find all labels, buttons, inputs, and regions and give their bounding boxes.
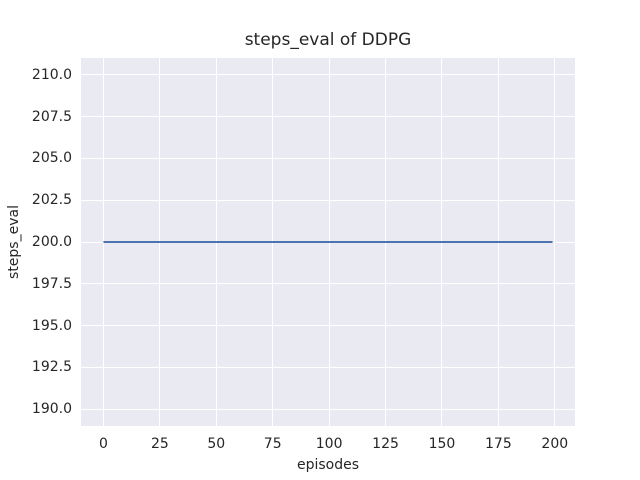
x-tick-label: 175	[485, 436, 512, 452]
y-gridline	[81, 366, 575, 368]
y-gridline	[81, 325, 575, 327]
plot-canvas	[103, 241, 553, 243]
y-gridline	[81, 408, 575, 410]
x-tick-label: 25	[150, 436, 169, 452]
x-tick-label: 125	[372, 436, 399, 452]
y-tick-label: 205.0	[31, 150, 72, 167]
y-gridline	[81, 157, 575, 159]
y-tick-label: 202.5	[31, 192, 72, 209]
x-tick-label: 75	[263, 436, 282, 452]
y-tick-label: 190.0	[31, 401, 72, 418]
x-tick-label: 50	[207, 436, 226, 452]
x-axis-label: episodes	[296, 457, 360, 473]
y-gridline	[81, 199, 575, 201]
y-tick-label: 210.0	[31, 66, 72, 83]
y-tick-label: 192.5	[31, 359, 72, 376]
y-gridline	[81, 116, 575, 118]
x-tick-label: 0	[98, 436, 108, 452]
y-gridline	[81, 74, 575, 76]
chart-title: steps_eval of DDPG	[244, 30, 412, 50]
plot-area	[81, 58, 575, 426]
x-tick-label: 150	[428, 436, 456, 452]
x-tick-label: 200	[541, 436, 569, 452]
y-tick-label: 207.5	[31, 108, 72, 125]
y-tick-label: 200.0	[31, 234, 72, 250]
y-tick-label: 195.0	[31, 317, 72, 334]
y-gridline	[81, 283, 575, 285]
y-tick-label: 197.5	[31, 275, 72, 292]
x-tick-label: 100	[315, 436, 343, 452]
